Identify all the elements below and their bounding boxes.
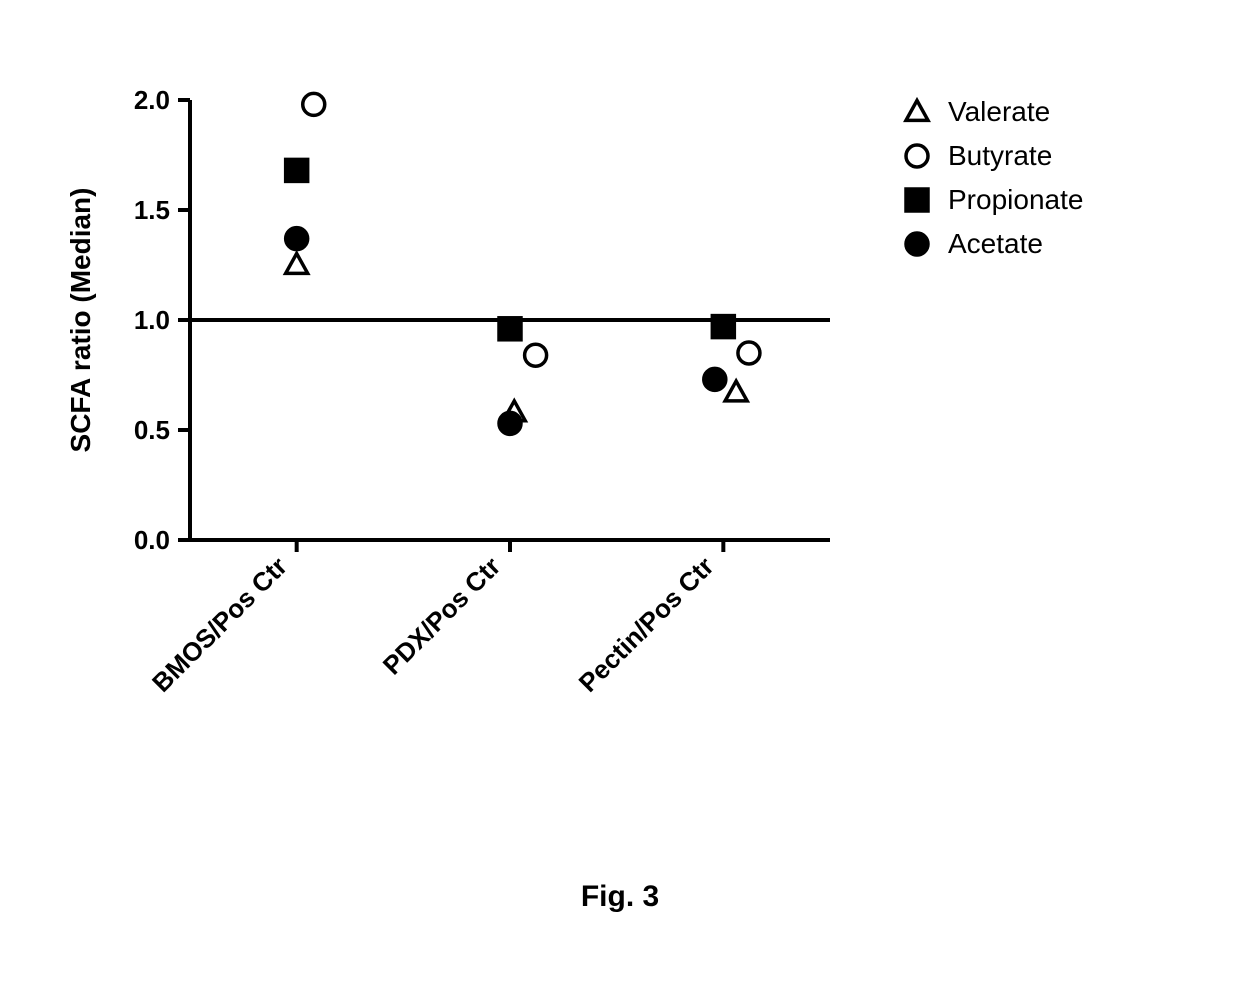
legend-item: Valerate bbox=[900, 90, 1083, 134]
data-point bbox=[286, 159, 308, 181]
data-point bbox=[712, 316, 734, 338]
scfa-ratio-scatter-chart: 0.0 0.5 1.0 1.5 2.0 SCFA ratio (Median) BMOS/P… bbox=[60, 80, 880, 840]
legend-label: Butyrate bbox=[948, 140, 1052, 172]
data-point bbox=[725, 381, 747, 401]
y-tick-label: 0.5 bbox=[134, 415, 170, 445]
legend-item: Butyrate bbox=[900, 134, 1083, 178]
data-point bbox=[499, 318, 521, 340]
y-tick-label: 0.0 bbox=[134, 525, 170, 555]
page-root: 0.0 0.5 1.0 1.5 2.0 SCFA ratio (Median) BMOS/P… bbox=[0, 0, 1240, 998]
y-axis-label: SCFA ratio (Median) bbox=[65, 188, 96, 453]
data-point bbox=[738, 342, 760, 364]
data-point bbox=[286, 254, 308, 274]
legend-label: Propionate bbox=[948, 184, 1083, 216]
data-point bbox=[303, 93, 325, 115]
data-point bbox=[286, 228, 308, 250]
triangle-open-icon bbox=[900, 95, 934, 129]
data-point bbox=[704, 368, 726, 390]
legend-item: Propionate bbox=[900, 178, 1083, 222]
y-tick-label: 2.0 bbox=[134, 85, 170, 115]
x-tick-label: Pectin/Pos Ctr bbox=[573, 551, 720, 698]
x-tick-label: PDX/Pos Ctr bbox=[377, 551, 507, 681]
figure-caption: Fig. 3 bbox=[0, 880, 1240, 914]
square-filled-icon bbox=[900, 183, 934, 217]
y-tick-label: 1.5 bbox=[134, 195, 170, 225]
chart-legend: Valerate Butyrate Propionate Acetate bbox=[900, 90, 1083, 266]
circle-open-icon bbox=[900, 139, 934, 173]
x-tick-label: BMOS/Pos Ctr bbox=[146, 551, 293, 698]
legend-label: Valerate bbox=[948, 96, 1050, 128]
circle-filled-icon bbox=[900, 227, 934, 261]
data-point bbox=[499, 412, 521, 434]
legend-label: Acetate bbox=[948, 228, 1043, 260]
legend-item: Acetate bbox=[900, 222, 1083, 266]
chart-container: 0.0 0.5 1.0 1.5 2.0 SCFA ratio (Median) BMOS/P… bbox=[60, 80, 880, 845]
y-tick-label: 1.0 bbox=[134, 305, 170, 335]
data-point bbox=[525, 344, 547, 366]
